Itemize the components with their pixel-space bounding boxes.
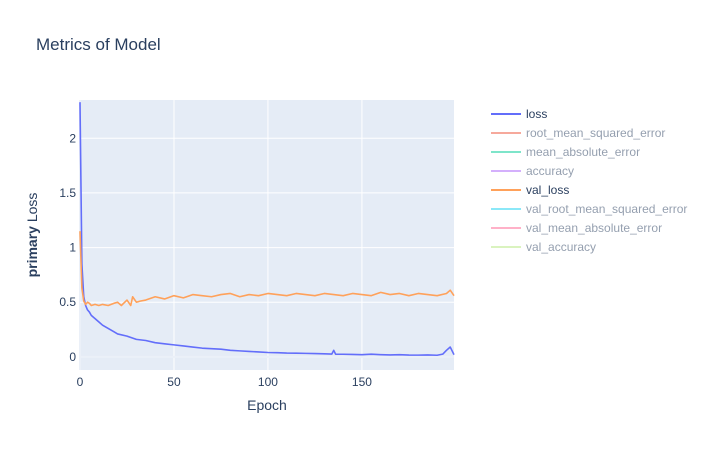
x-tick-label: 50 — [167, 375, 181, 389]
grid — [79, 100, 454, 370]
legend-item-val-root-mean-squared-error[interactable]: val_root_mean_squared_error — [491, 202, 687, 216]
x-axis-ticks: 0 50 100 150 — [77, 375, 373, 389]
legend-label: val_root_mean_squared_error — [526, 202, 687, 216]
series-line-val-loss — [79, 231, 455, 307]
y-tick-label: 1 — [69, 241, 76, 255]
legend-label: root_mean_squared_error — [526, 126, 665, 140]
x-axis-title: Epoch — [247, 397, 287, 413]
legend-label: accuracy — [526, 164, 574, 178]
x-tick-label: 150 — [352, 375, 372, 389]
x-tick-label: 0 — [77, 375, 84, 389]
y-tick-label: 1.5 — [59, 186, 76, 200]
legend: loss root_mean_squared_error mean_absolute… — [491, 107, 687, 254]
y-tick-label: 2 — [69, 131, 76, 145]
legend-item-loss[interactable]: loss — [491, 107, 547, 121]
legend-item-val-loss[interactable]: val_loss — [491, 183, 569, 197]
x-tick-label: 100 — [258, 375, 278, 389]
series-line-loss — [79, 102, 455, 357]
y-axis-title-rest: Loss — [24, 193, 40, 226]
legend-label: val_mean_absolute_error — [526, 221, 662, 235]
legend-label: loss — [526, 107, 547, 121]
legend-item-root-mean-squared-error[interactable]: root_mean_squared_error — [491, 126, 665, 140]
legend-item-mean-absolute-error[interactable]: mean_absolute_error — [491, 145, 640, 159]
y-tick-label: 0.5 — [59, 295, 76, 309]
y-axis-ticks: 0 0.5 1 1.5 2 — [59, 131, 76, 364]
legend-item-accuracy[interactable]: accuracy — [491, 164, 574, 178]
legend-label: mean_absolute_error — [526, 145, 640, 159]
legend-item-val-accuracy[interactable]: val_accuracy — [491, 240, 596, 254]
legend-label: val_loss — [526, 183, 569, 197]
y-axis-title-bold: primary — [24, 226, 40, 278]
legend-item-val-mean-absolute-error[interactable]: val_mean_absolute_error — [491, 221, 662, 235]
y-tick-label: 0 — [69, 350, 76, 364]
legend-label: val_accuracy — [526, 240, 596, 254]
chart-title: Metrics of Model — [36, 35, 161, 54]
y-axis-title: primary Loss — [24, 193, 40, 278]
series-layer — [79, 102, 455, 357]
plot-area[interactable] — [80, 100, 454, 370]
